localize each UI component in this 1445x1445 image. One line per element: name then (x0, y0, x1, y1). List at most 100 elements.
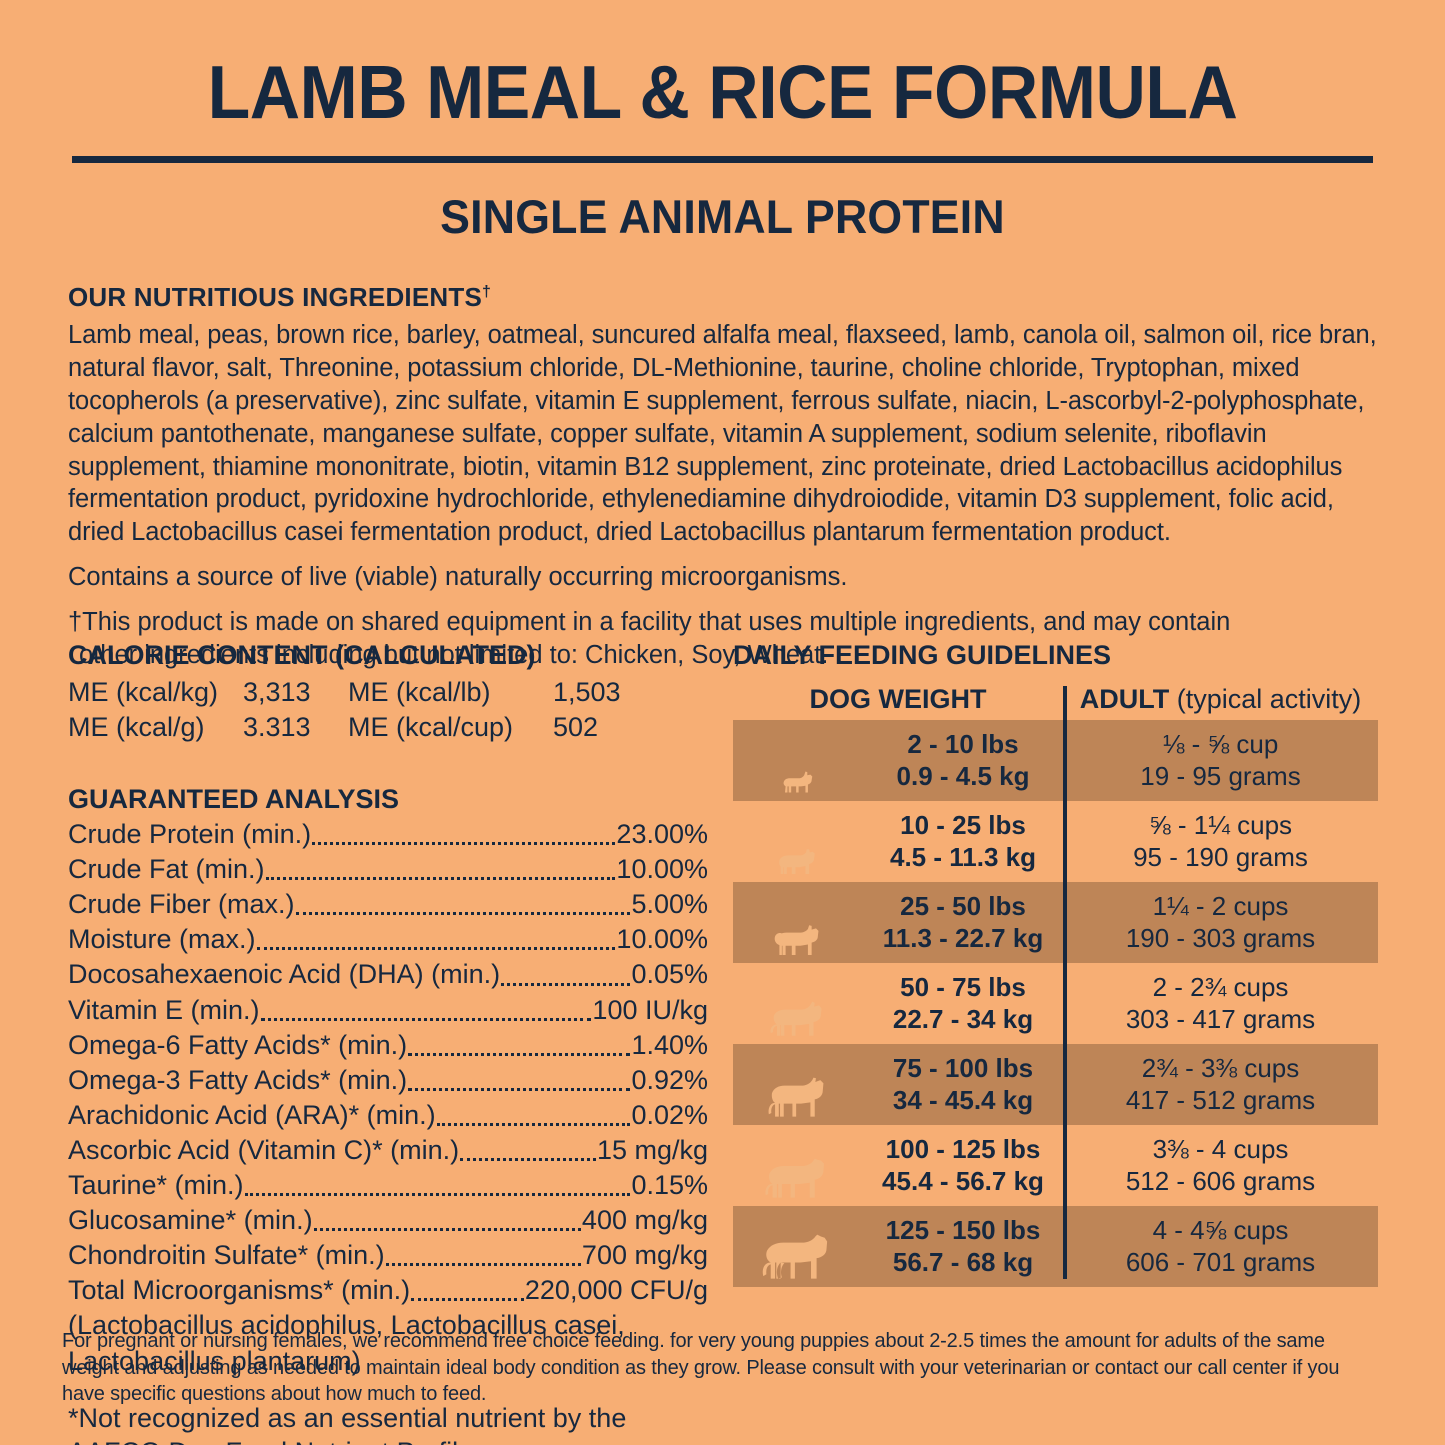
column-header-adult-rest: (typical activity) (1169, 683, 1362, 714)
species-line-2: Lactobacillus plantarum) (68, 1345, 361, 1376)
analysis-label: Total Microorganisms* (min.) (68, 1275, 411, 1306)
weight-lbs: 50 - 75 lbs (900, 971, 1026, 1002)
adult-amount-cell: 4 - 4⅝ cups 606 - 701 grams (1063, 1215, 1378, 1278)
column-header-dog-weight: DOG WEIGHT (809, 683, 987, 714)
amount-cups: ⅝ - 1¼ cups (1148, 809, 1293, 840)
analysis-value: 1.40% (631, 1029, 708, 1060)
analysis-dot-leader (385, 1263, 581, 1267)
feeding-table-row: 10 - 25 lbs 4.5 - 11.3 kg ⅝ - 1¼ cups 95 - … (733, 801, 1378, 882)
weight-lbs: 25 - 50 lbs (900, 890, 1026, 921)
analysis-value: 0.02% (631, 1099, 708, 1130)
analysis-label: Crude Protein (min.) (68, 819, 312, 850)
analysis-footnote: *Not recognized as an essential nutrient… (68, 1401, 708, 1445)
feeding-table: DOG WEIGHT ADULT (typical activity) 2 - … (733, 678, 1378, 1287)
dog-weight-cell: 10 - 25 lbs 4.5 - 11.3 kg (863, 810, 1063, 873)
calorie-label-kcal-cup: ME (kcal/cup) (348, 711, 514, 742)
adult-amount-cell: 1¼ - 2 cups 190 - 303 grams (1063, 891, 1378, 954)
page-subtitle: SINGLE ANIMAL PROTEIN (440, 190, 1005, 243)
analysis-dot-leader (408, 1087, 631, 1091)
analysis-row: Crude Fat (min.) 10.00% (68, 852, 708, 887)
analysis-footnote-line-2: AAFCO Dog Food Nutrient Profiles. (68, 1435, 708, 1445)
calorie-value-kcal-g: 3.313 (243, 711, 311, 742)
dog-weight-cell: 125 - 150 lbs 56.7 - 68 kg (863, 1215, 1063, 1278)
dog-xlarge-icon (733, 1044, 863, 1125)
analysis-value: 0.92% (631, 1064, 708, 1095)
analysis-label: Arachidonic Acid (ARA)* (min.) (68, 1099, 436, 1130)
calorie-heading: CALORIE CONTENT (CALCULATED) (68, 640, 536, 670)
feeding-footer-note: For pregnant or nursing females, we reco… (62, 1330, 1340, 1406)
feeding-table-header: DOG WEIGHT ADULT (typical activity) (733, 678, 1378, 720)
analysis-row: Omega-3 Fatty Acids* (min.) 0.92% (68, 1063, 708, 1098)
amount-grams: 19 - 95 grams (1140, 760, 1301, 791)
feeding-table-row: 125 - 150 lbs 56.7 - 68 kg 4 - 4⅝ cups 606 … (733, 1206, 1378, 1287)
analysis-value: 0.15% (631, 1170, 708, 1201)
calorie-value-kcal-kg: 3,313 (243, 677, 311, 707)
weight-kg: 11.3 - 22.7 kg (882, 922, 1044, 953)
amount-grams: 606 - 701 grams (1125, 1246, 1316, 1277)
weight-kg: 34 - 45.4 kg (892, 1084, 1034, 1115)
analysis-dot-leader (408, 1052, 631, 1056)
ingredients-section: OUR NUTRITIOUS INGREDIENTS† Lamb meal, p… (68, 282, 1377, 672)
adult-amount-cell: 3⅜ - 4 cups 512 - 606 grams (1063, 1134, 1378, 1197)
analysis-dot-leader (312, 842, 616, 846)
calorie-grid: ME (kcal/kg) 3,313 ME (kcal/lb) 1,503 ME… (68, 675, 708, 744)
analysis-row: Ascorbic Acid (Vitamin C)* (min.) 15 mg/k… (68, 1133, 708, 1168)
weight-kg: 56.7 - 68 kg (892, 1246, 1034, 1277)
amount-grams: 303 - 417 grams (1125, 1003, 1316, 1034)
analysis-row: Vitamin E (min.) 100 IU/kg (68, 993, 708, 1028)
analysis-dot-leader (256, 947, 616, 951)
page-title: LAMB MEAL & RICE FORMULA (207, 50, 1238, 134)
analysis-value: 10.00% (616, 854, 708, 885)
amount-cups: 3⅜ - 4 cups (1152, 1133, 1289, 1164)
analysis-dot-leader (313, 1228, 581, 1232)
dog-xsmall-icon (733, 720, 863, 801)
shared-equipment-line-2: other ingredients including but not limi… (79, 641, 829, 670)
analysis-row: Docosahexaenoic Acid (DHA) (min.) 0.05% (68, 957, 708, 992)
amount-cups: 2¾ - 3⅜ cups (1141, 1052, 1300, 1083)
feeding-table-divider (1063, 686, 1067, 1279)
analysis-dot-leader (460, 1158, 596, 1162)
analysis-label: Crude Fat (min.) (68, 854, 265, 885)
dog-weight-cell: 2 - 10 lbs 0.9 - 4.5 kg (863, 729, 1063, 792)
feeding-table-row: 100 - 125 lbs 45.4 - 56.7 kg 3⅜ - 4 cups 51… (733, 1125, 1378, 1206)
analysis-value: 15 mg/kg (596, 1134, 708, 1165)
amount-cups: 1¼ - 2 cups (1152, 890, 1289, 921)
analysis-footnote-line-1: *Not recognized as an essential nutrient… (68, 1402, 627, 1433)
analysis-row: Omega-6 Fatty Acids* (min.) 1.40% (68, 1028, 708, 1063)
weight-lbs: 125 - 150 lbs (885, 1214, 1041, 1245)
weight-lbs: 75 - 100 lbs (892, 1052, 1034, 1083)
amount-grams: 512 - 606 grams (1125, 1165, 1316, 1196)
analysis-value: 400 mg/kg (581, 1205, 708, 1236)
amount-cups: 4 - 4⅝ cups (1152, 1214, 1289, 1245)
weight-kg: 45.4 - 56.7 kg (882, 1165, 1044, 1196)
analysis-dot-leader (501, 982, 631, 986)
analysis-value: 700 mg/kg (581, 1240, 708, 1271)
analysis-row: Chondroitin Sulfate* (min.) 700 mg/kg (68, 1238, 708, 1273)
calorie-label-kcal-kg: ME (kcal/kg) (68, 677, 219, 707)
analysis-dot-leader (295, 912, 631, 916)
analysis-label: Ascorbic Acid (Vitamin C)* (min.) (68, 1134, 460, 1165)
guaranteed-analysis-heading: GUARANTEED ANALYSIS (68, 784, 400, 815)
feeding-table-row: 50 - 75 lbs 22.7 - 34 kg 2 - 2¾ cups 303 - … (733, 963, 1378, 1044)
shared-equipment-line-1: †This product is made on shared equipmen… (68, 608, 1231, 637)
analysis-dot-leader (436, 1122, 631, 1126)
analysis-row: Crude Protein (min.) 23.00% (68, 817, 708, 852)
dog-giant-icon (733, 1125, 863, 1206)
analysis-row: Moisture (max.) 10.00% (68, 922, 708, 957)
calorie-label-kcal-g: ME (kcal/g) (68, 711, 205, 742)
analysis-dot-leader (411, 1298, 524, 1302)
analysis-dot-leader (260, 1017, 592, 1021)
column-header-adult-bold: ADULT (1079, 683, 1170, 714)
amount-cups: 2 - 2¾ cups (1152, 971, 1289, 1002)
adult-amount-cell: ⅛ - ⅝ cup 19 - 95 grams (1063, 729, 1378, 792)
analysis-row: Glucosamine* (min.) 400 mg/kg (68, 1203, 708, 1238)
weight-lbs: 2 - 10 lbs (907, 728, 1019, 759)
analysis-label: Moisture (max.) (68, 924, 256, 955)
calorie-value-kcal-lb: 1,503 (553, 677, 621, 707)
dagger-marker: † (482, 283, 492, 301)
adult-amount-cell: ⅝ - 1¼ cups 95 - 190 grams (1063, 810, 1378, 873)
adult-amount-cell: 2¾ - 3⅜ cups 417 - 512 grams (1063, 1053, 1378, 1116)
weight-kg: 4.5 - 11.3 kg (890, 841, 1036, 872)
amount-grams: 417 - 512 grams (1125, 1084, 1316, 1115)
feeding-heading: DAILY FEEDING GUIDELINES (733, 640, 1112, 670)
